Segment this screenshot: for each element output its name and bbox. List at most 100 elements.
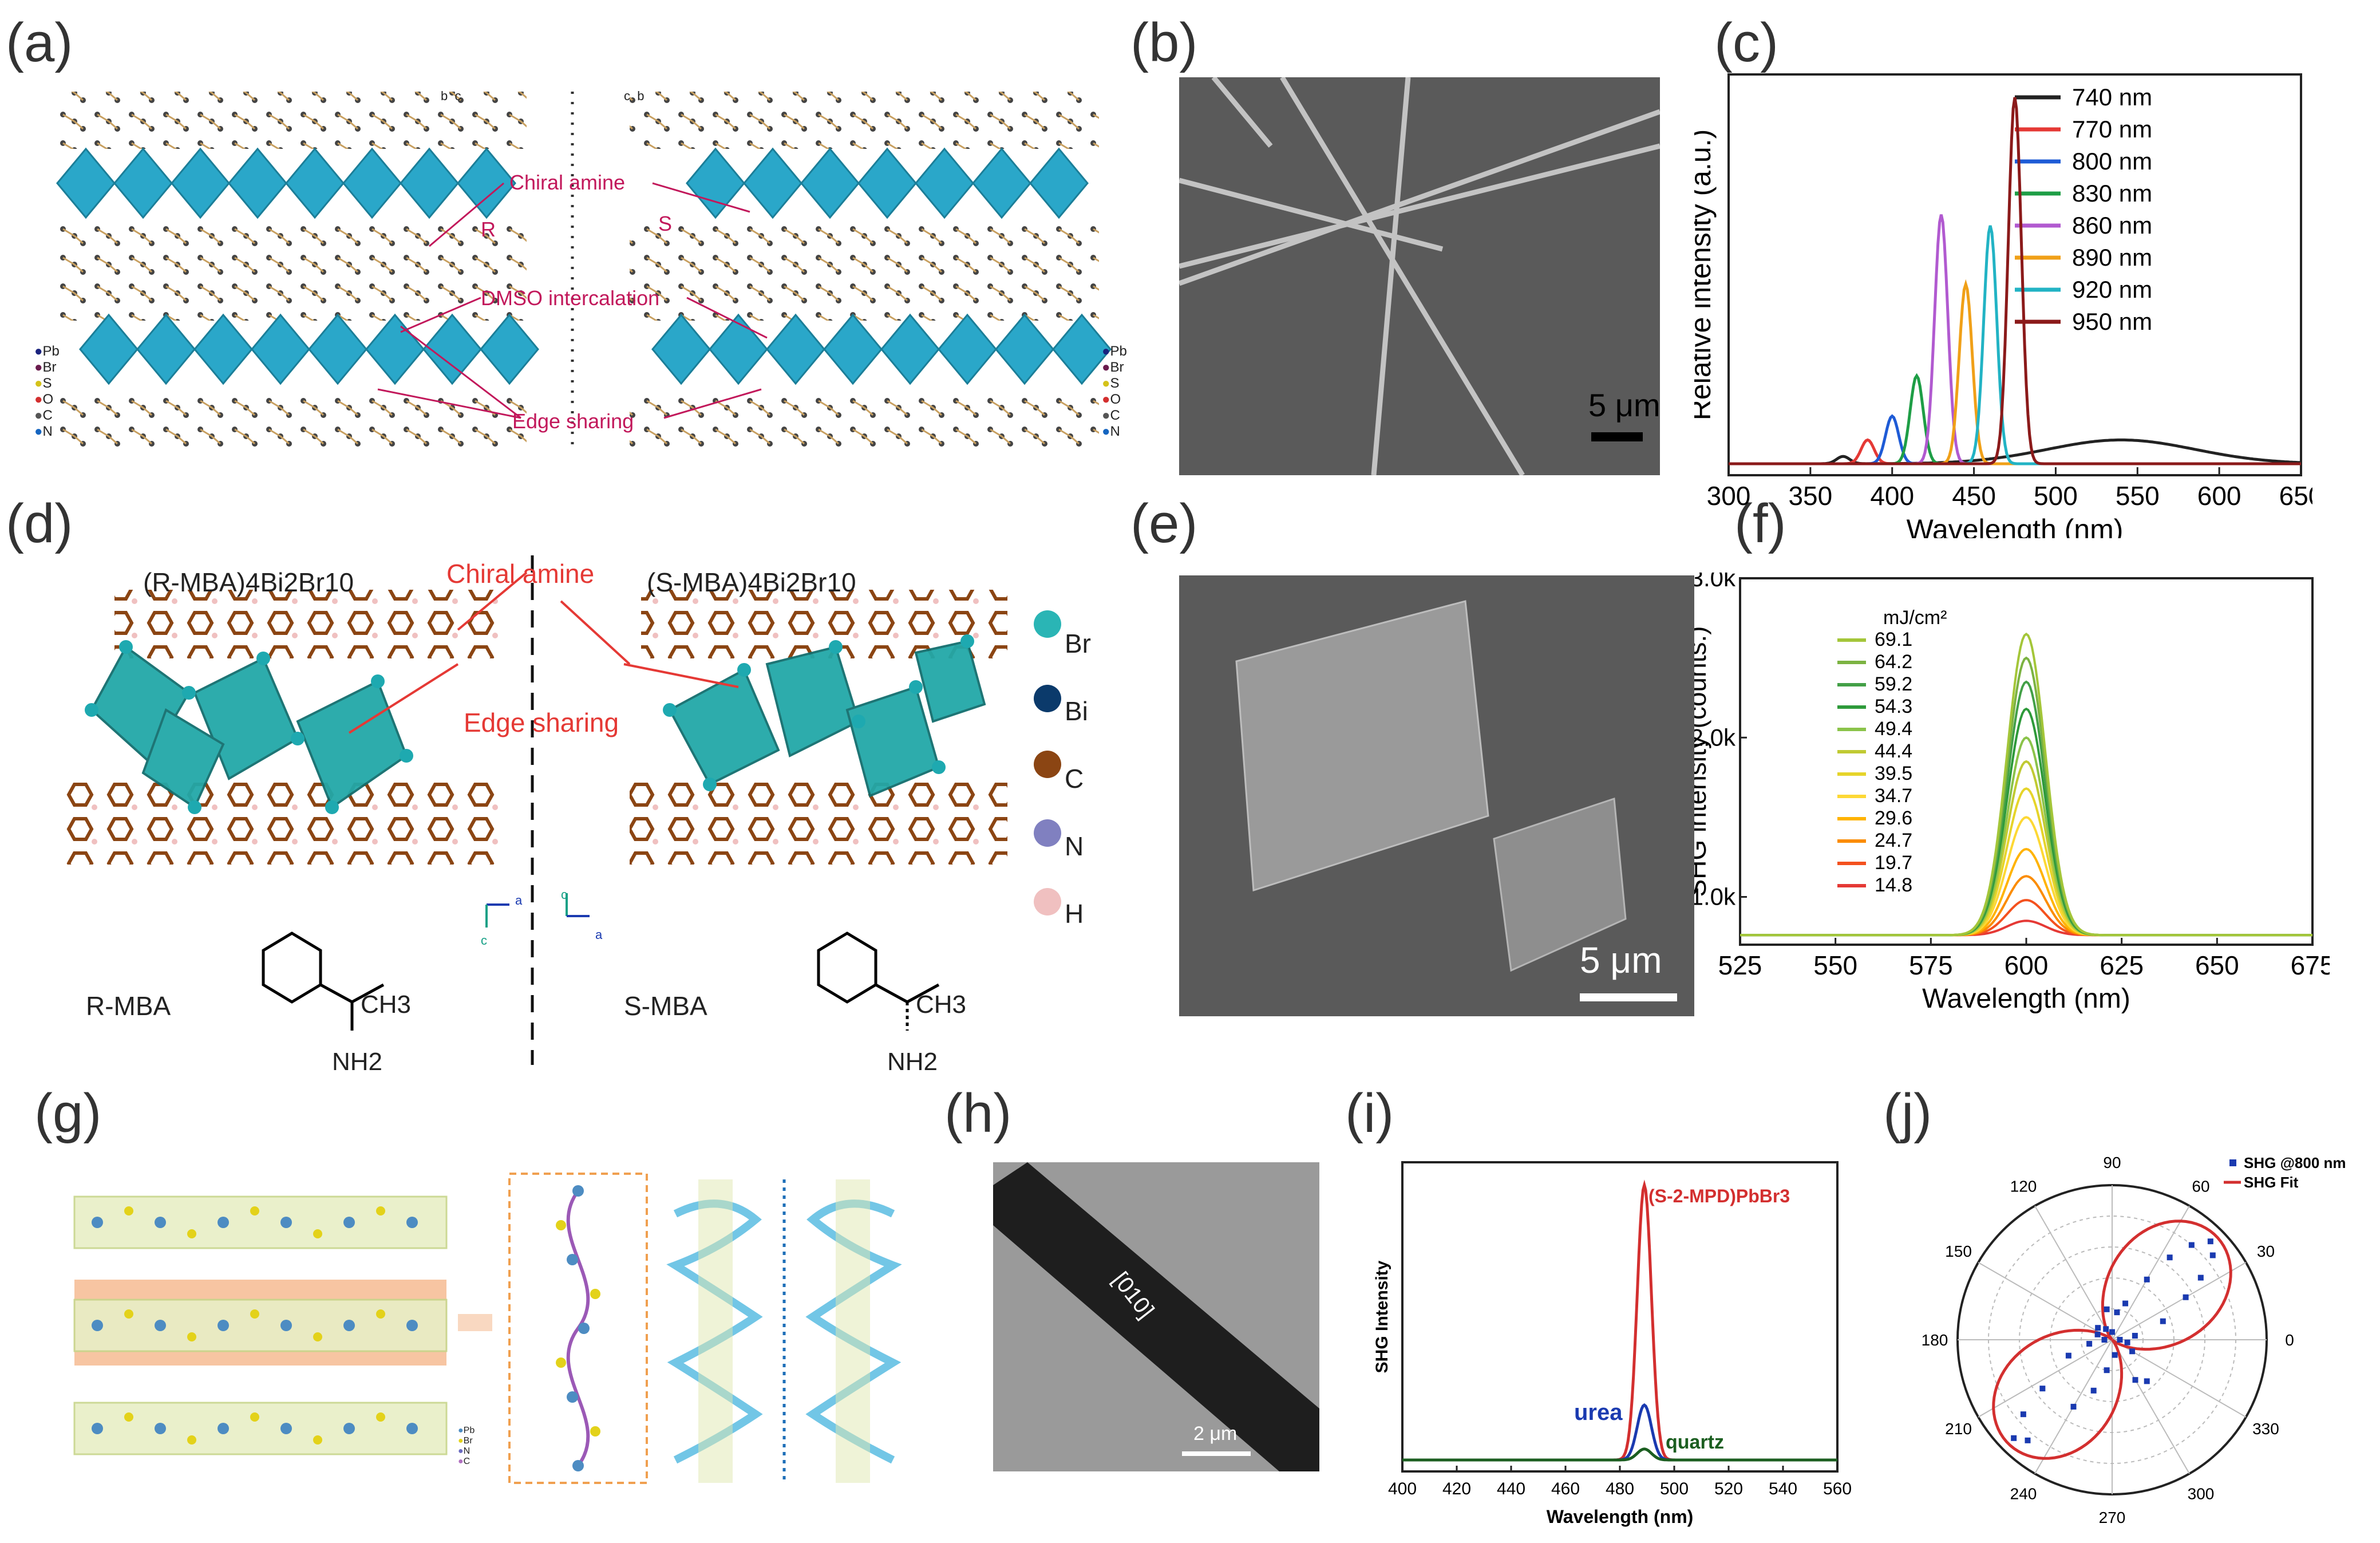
legend-n: ●N (34, 424, 53, 439)
legend-title: mJ/cm² (1883, 607, 1947, 629)
polar-spoke (2034, 1205, 2113, 1340)
legend-br: ●Br (1102, 360, 1124, 375)
legend-label: 49.4 (1875, 718, 1912, 740)
legend-label: 64.2 (1875, 651, 1912, 673)
legend-label: 44.4 (1875, 740, 1912, 762)
x-tick-label: 650 (2195, 950, 2239, 980)
data-point (2086, 1341, 2093, 1347)
polar-spoke (2112, 1339, 2190, 1474)
panel-h-scalebar-label: 2 μm (1193, 1423, 1238, 1445)
panel-a-dmso-label: DMSO intercalation (481, 286, 660, 310)
data-point (2132, 1377, 2138, 1383)
x-tick-label: 520 (1714, 1479, 1743, 1498)
x-tick-label: 525 (1718, 950, 1762, 980)
panel-d-axis-a-left: a (515, 893, 523, 907)
panel-d-ch3-right: CH3 (916, 990, 967, 1019)
legend-label: 920 nm (2072, 276, 2152, 303)
legend-label: SHG @800 nm (2244, 1154, 2346, 1171)
data-point (2070, 1403, 2077, 1410)
data-point (2090, 1387, 2097, 1394)
legend-pb: ●Pb (1102, 344, 1127, 359)
series-line-49.4 (1740, 736, 2312, 937)
data-point (2112, 1352, 2118, 1358)
data-point (2117, 1337, 2123, 1343)
legend-br: ●Br (458, 1436, 473, 1446)
angle-label: 330 (2252, 1420, 2279, 1438)
panel-g-label: (g) (34, 1083, 102, 1144)
angle-label: 60 (2192, 1178, 2209, 1195)
panel-d-title-left: (R-MBA)4Bi2Br10 (143, 567, 354, 597)
x-tick-label: 300 (1707, 481, 1751, 511)
legend-pb: ●Pb (34, 344, 60, 359)
series-line-59.2 (1740, 680, 2312, 937)
legend-label: 860 nm (2072, 212, 2152, 239)
legend-bi: Bi (1065, 696, 1088, 726)
legend-c: ●C (458, 1457, 471, 1466)
series-line (1402, 1447, 1837, 1462)
x-tick-label: 420 (1442, 1479, 1471, 1498)
polar-spoke (1978, 1262, 2113, 1340)
angle-label: 210 (1945, 1420, 1972, 1438)
panel-d-chiral-label: Chiral amine (446, 559, 595, 589)
legend-c: C (1065, 764, 1084, 794)
angle-label: 150 (1945, 1242, 1972, 1260)
polar-spoke (1978, 1339, 2113, 1418)
legend-c: ●C (34, 408, 53, 423)
x-tick-label: 400 (1388, 1479, 1417, 1498)
panel-a-label: (a) (6, 12, 73, 73)
data-point (2104, 1306, 2110, 1312)
y-tick-label: 2.0k (1694, 724, 1736, 751)
nanowires (1178, 76, 1661, 477)
axis-b-label: b (637, 89, 645, 103)
legend-label: 890 nm (2072, 244, 2152, 271)
y-tick-label: 1.0k (1694, 883, 1736, 910)
axis-c-label: c (454, 89, 461, 103)
data-point (2197, 1274, 2204, 1281)
data-point (2109, 1329, 2115, 1335)
x-tick-label: 550 (2116, 481, 2160, 511)
angle-label: 300 (2188, 1485, 2215, 1502)
x-tick-label: 450 (1952, 481, 1996, 511)
legend-s: ●S (1102, 376, 1120, 391)
fit-curve (1992, 1220, 2232, 1460)
legend-h: H (1065, 899, 1084, 929)
panel-f-label: (f) (1734, 493, 1786, 554)
x-tick-label: 550 (1813, 950, 1857, 980)
x-tick-label: 400 (1870, 481, 1914, 511)
data-point (2025, 1437, 2031, 1443)
panel-j-label: (j) (1883, 1083, 1932, 1144)
angle-label: 30 (2257, 1242, 2275, 1260)
data-point (2129, 1348, 2136, 1355)
panel-d-rmba-label: R-MBA (86, 991, 171, 1021)
legend-label: 950 nm (2072, 308, 2152, 335)
chart-j: 0 30 60 90 120 150 180 210 240 270 300 330 SHG @800 … (1922, 1154, 2346, 1526)
data-point (2122, 1300, 2129, 1307)
data-point (2209, 1252, 2216, 1258)
data-point (2183, 1294, 2189, 1300)
legend-label: 39.5 (1875, 763, 1912, 784)
chart-f: 525 550 575 600 625 650 675 1.0k 2.0k 3.0k Wavelen… (1694, 573, 2330, 1014)
platelets (1235, 600, 1677, 1001)
panel-a-legend-right: ●Pb ●Br ●S ●O ●C ●N (1102, 344, 1127, 440)
legend-label: 24.7 (1875, 830, 1912, 851)
panel-b-sem-image (1178, 76, 1661, 477)
legend-o: ●O (1102, 392, 1121, 407)
data-point (2020, 1411, 2026, 1418)
panel-a-legend-left: ●Pb ●Br ●S ●O ●C ●N (34, 344, 60, 440)
legend-label: 34.7 (1875, 785, 1912, 807)
angle-label: 180 (1922, 1331, 1948, 1349)
polar-spoke (2112, 1205, 2190, 1340)
x-tick-label: 500 (2034, 481, 2078, 511)
panel-d-title-right: (S-MBA)4Bi2Br10 (647, 567, 856, 597)
x-tick-label: 600 (2197, 481, 2241, 511)
series-line-39.5 (1740, 787, 2312, 937)
series-line-19.7 (1740, 899, 2312, 937)
panel-d-structure (63, 555, 1061, 1065)
y-axis-label: SHG intensity (counts.) (1694, 626, 1711, 897)
data-point (2166, 1254, 2173, 1261)
data-point (2095, 1325, 2101, 1331)
panel-d-legend: Br Bi C N H (1065, 610, 1091, 948)
axis-b-label: b (441, 89, 448, 103)
legend-label: 770 nm (2072, 116, 2152, 143)
panel-d-axis-c-left: c (481, 933, 487, 948)
